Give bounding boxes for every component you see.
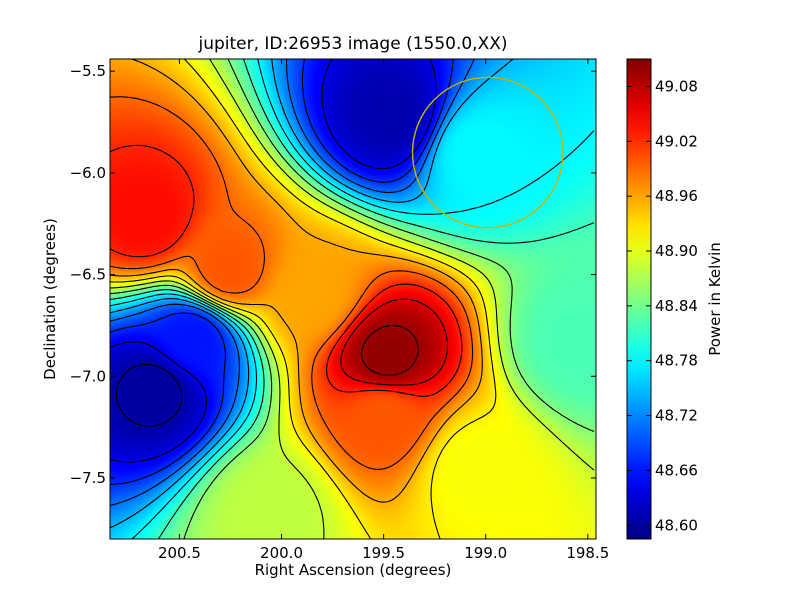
source-circle [411,76,564,229]
x-axis-label: Right Ascension (degrees) [254,561,452,579]
colorbar-tick-label: 49.02 [655,132,698,150]
y-axis-label: Declination (degrees) [41,218,59,380]
heatmap-image [110,59,596,539]
y-tick-label: −7.0 [70,367,106,385]
plot-frame [109,58,597,540]
chart-title: jupiter, ID:26953 image (1550.0,XX) [198,34,508,54]
colorbar-tick-label: 48.84 [655,297,698,315]
x-tick-label: 199.0 [464,544,507,562]
colorbar-tick-label: 48.90 [655,242,698,260]
colorbar-tick-label: 48.72 [655,407,698,425]
colorbar-label: Power in Kelvin [706,242,724,356]
x-tick-label: 199.5 [362,544,405,562]
colorbar-tick-label: 48.96 [655,187,698,205]
contour-lines [109,58,595,540]
colorbar-tick-label: 48.78 [655,352,698,370]
colorbar-tick-label: 49.08 [655,77,698,95]
y-tick-label: −7.5 [70,469,106,487]
colorbar [626,58,652,540]
x-tick-label: 200.0 [260,544,303,562]
x-tick-label: 198.5 [566,544,609,562]
colorbar-tick-label: 48.60 [655,516,698,534]
colorbar-tick-label: 48.66 [655,461,698,479]
x-tick-label: 200.5 [158,544,201,562]
y-tick-label: −6.0 [70,164,106,182]
y-tick-label: −5.5 [70,62,106,80]
y-tick-label: −6.5 [70,266,106,284]
